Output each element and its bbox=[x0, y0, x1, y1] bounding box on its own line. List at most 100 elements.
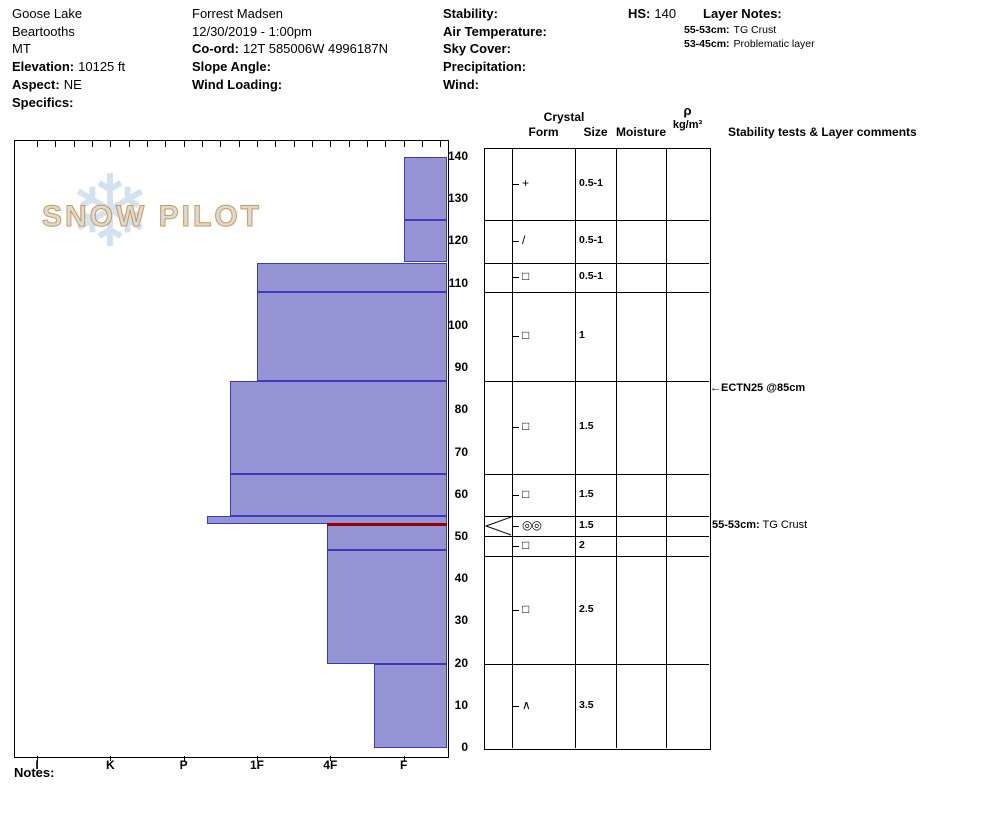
flagged-layer-line bbox=[326, 523, 447, 527]
depth-tick-label-110: 110 bbox=[448, 275, 468, 290]
profile-bar-87-65cm bbox=[229, 380, 447, 474]
profile-bar-108-87cm bbox=[257, 292, 447, 381]
slope-angle-row: Slope Angle: bbox=[192, 58, 388, 76]
table-row-line bbox=[484, 262, 709, 264]
air-temp-label: Air Temperature: bbox=[443, 23, 547, 39]
top-minor-tick bbox=[55, 141, 57, 147]
profile-bar-125-115cm bbox=[403, 220, 447, 263]
elevation-label: Elevation: bbox=[12, 59, 75, 75]
depth-tick-label-40: 40 bbox=[454, 571, 468, 586]
form-column-header: Form bbox=[528, 125, 559, 139]
table-row-line bbox=[484, 473, 709, 475]
depth-tick-label-90: 90 bbox=[454, 360, 468, 375]
depth-tick-label-140: 140 bbox=[447, 149, 468, 163]
depth-tick-label-0: 0 bbox=[461, 740, 468, 754]
grain-form-symbol: □ bbox=[522, 328, 529, 343]
hs-label: HS: bbox=[628, 6, 651, 21]
row-left-dash bbox=[512, 545, 519, 547]
hardness-label-I: I bbox=[35, 758, 39, 772]
comments-column-header: Stability tests & Layer comments bbox=[728, 125, 917, 139]
aspect-row: Aspect: NE bbox=[12, 76, 125, 94]
crystal-header: Crystal bbox=[543, 110, 585, 124]
location-block: Goose Lake Beartooths MT Elevation: 10125… bbox=[12, 5, 125, 111]
table-divider-moisture bbox=[616, 148, 617, 748]
table-divider-form bbox=[512, 148, 513, 748]
wind-row: Wind: bbox=[443, 76, 547, 94]
wind-label: Wind: bbox=[443, 76, 479, 92]
top-minor-tick bbox=[257, 141, 258, 147]
top-minor-tick bbox=[92, 141, 93, 147]
layer-notes-title: Layer Notes: bbox=[703, 6, 782, 21]
depth-tick-label-100: 100 bbox=[447, 317, 468, 332]
crystal-table-frame bbox=[484, 148, 711, 750]
top-minor-tick bbox=[440, 141, 442, 147]
table-row-line bbox=[484, 515, 709, 517]
top-minor-tick bbox=[403, 141, 405, 147]
hardness-major-tick bbox=[403, 756, 405, 761]
row-left-dash bbox=[512, 184, 519, 186]
table-row-line bbox=[484, 292, 709, 294]
grain-form-symbol: □ bbox=[522, 486, 529, 501]
layer-comment-text: TG Crust bbox=[759, 518, 808, 531]
layer-comment: 55-53cm: TG Crust bbox=[712, 519, 807, 531]
hs-value: 140 bbox=[654, 6, 677, 21]
hardness-major-tick bbox=[37, 756, 38, 761]
conditions-block: Stability: Air Temperature: Sky Cover: P… bbox=[443, 5, 547, 94]
top-minor-tick bbox=[183, 141, 185, 147]
layer-note-text: Problematic layer bbox=[733, 37, 815, 50]
grain-form-symbol: □ bbox=[522, 419, 529, 434]
row-left-dash bbox=[512, 705, 519, 707]
top-minor-tick bbox=[37, 141, 38, 147]
grain-form-symbol: / bbox=[522, 233, 525, 248]
coord-value: 12T 585006W 4996187N bbox=[242, 41, 388, 57]
grain-size-value: 2.5 bbox=[579, 602, 594, 615]
top-minor-tick bbox=[165, 141, 167, 147]
moisture-column-header: Moisture bbox=[616, 125, 667, 139]
precipitation-row: Precipitation: bbox=[443, 58, 547, 76]
row-left-dash bbox=[512, 277, 519, 279]
grain-form-symbol: ◎◎ bbox=[522, 517, 542, 532]
top-minor-tick bbox=[330, 141, 332, 147]
top-minor-tick bbox=[275, 141, 277, 147]
depth-tick-label-10: 10 bbox=[454, 697, 468, 712]
profile-bar-65-55cm bbox=[229, 473, 447, 516]
layer-note-range: 53-45cm: bbox=[684, 37, 730, 50]
row-left-dash bbox=[512, 336, 519, 338]
depth-tick-label-30: 30 bbox=[454, 613, 468, 628]
table-row-line bbox=[484, 380, 709, 382]
stability-row: Stability: bbox=[443, 5, 547, 23]
depth-tick-label-50: 50 bbox=[454, 528, 468, 543]
precipitation-label: Precipitation: bbox=[443, 59, 527, 75]
sky-cover-label: Sky Cover: bbox=[443, 41, 511, 57]
hardness-label-P: P bbox=[179, 758, 188, 772]
state: MT bbox=[12, 41, 31, 57]
depth-tick-label-130: 130 bbox=[447, 191, 468, 206]
top-minor-tick bbox=[147, 141, 148, 147]
top-minor-tick bbox=[367, 141, 368, 147]
observer-block: Forrest Madsen 12/30/2019 - 1:00pm Co-or… bbox=[192, 5, 388, 94]
layer-note: 55-53cm: TG Crust bbox=[684, 23, 815, 37]
hardness-plot-frame bbox=[14, 140, 449, 758]
hardness-major-tick bbox=[183, 756, 185, 761]
wind-loading-label: Wind Loading: bbox=[192, 76, 283, 92]
grain-form-symbol: □ bbox=[522, 269, 529, 284]
grain-size-value: 1.5 bbox=[579, 420, 594, 433]
table-row-line bbox=[484, 535, 709, 537]
wind-loading-row: Wind Loading: bbox=[192, 76, 388, 94]
sky-cover-row: Sky Cover: bbox=[443, 40, 547, 58]
stability-test-annotation: ←ECTN25 @85cm bbox=[710, 382, 806, 395]
elevation-row: Elevation: 10125 ft bbox=[12, 58, 125, 76]
depth-tick-label-120: 120 bbox=[447, 233, 468, 248]
aspect-value: NE bbox=[63, 76, 82, 92]
hardness-label-F: F bbox=[400, 758, 408, 772]
table-row-line bbox=[484, 555, 709, 557]
profile-bar-47-20cm bbox=[326, 549, 447, 664]
top-minor-tick bbox=[73, 141, 75, 147]
layer-comment-range: 55-53cm: bbox=[712, 518, 760, 531]
profile-bar-20-0cm bbox=[374, 663, 447, 748]
hardness-label-K: K bbox=[105, 758, 115, 772]
top-minor-tick bbox=[202, 141, 203, 147]
hardness-label-1F: 1F bbox=[249, 758, 264, 772]
row-left-dash bbox=[512, 609, 519, 611]
grain-size-value: 0.5-1 bbox=[579, 270, 603, 283]
